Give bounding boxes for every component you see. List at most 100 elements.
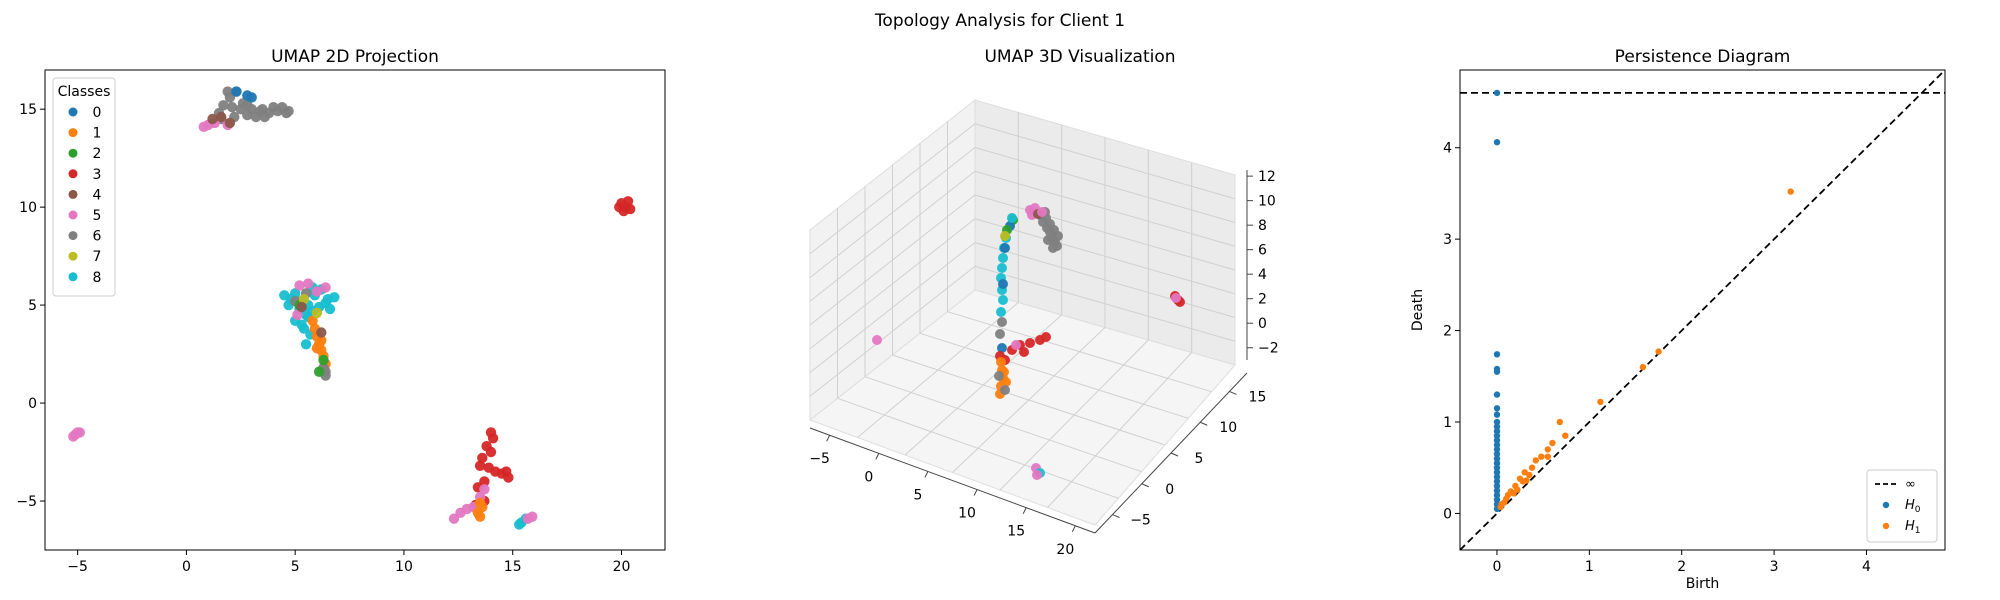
- data-point-H0: [1493, 427, 1501, 435]
- data-point-class-3: [622, 196, 634, 207]
- y-tick-label: 1: [1443, 415, 1452, 431]
- legend-frame: [52, 77, 116, 297]
- y-tick-mark: [1200, 421, 1208, 426]
- y-tick-label: 10: [1219, 420, 1237, 436]
- data-point-class-7: [311, 307, 323, 319]
- data-point-H1: [1549, 439, 1556, 447]
- data-point-class-3: [487, 433, 499, 444]
- x-tick-label: 4: [1862, 559, 1871, 575]
- x-tick-label: 0: [1492, 559, 1501, 575]
- data-point-class-1: [1001, 377, 1011, 387]
- legend-marker-4: [68, 189, 78, 199]
- data-point-class-8: [329, 292, 340, 303]
- legend-marker-H0: [1882, 501, 1890, 509]
- data-point-H0: [1493, 368, 1501, 375]
- y-tick-label: 3: [1443, 232, 1452, 248]
- data-point-H1: [1562, 432, 1569, 439]
- umap-2d-panel: UMAP 2D Projection−5 0 5 10 15 20−5051015Clas…: [16, 47, 666, 575]
- data-point-class-6: [1000, 385, 1010, 395]
- grid-lines: [809, 112, 1236, 508]
- data-point-class-3: [1019, 347, 1029, 357]
- y-tick-mark: [1229, 391, 1237, 395]
- data-point-class-5: [320, 282, 331, 293]
- x-tick-label: −5: [809, 451, 830, 467]
- y-tick-label: −5: [1130, 513, 1151, 529]
- data-point-H0: [1493, 351, 1501, 358]
- wall-grid-line: [974, 147, 1236, 223]
- umap-3d-panel: UMAP 3D Visualization−505101520−5051015−…: [808, 47, 1279, 558]
- data-point-H1: [1544, 453, 1552, 460]
- data-point-class-2: [313, 366, 325, 377]
- x-tick-label: 5: [913, 487, 922, 503]
- wall-grid-line: [974, 218, 1236, 295]
- data-point-H1: [1787, 188, 1794, 195]
- data-point-class-6: [259, 111, 270, 123]
- scatter-points: [68, 86, 636, 530]
- data-point-class-6: [218, 100, 229, 111]
- data-point-class-3: [479, 476, 490, 487]
- legend-label-6: 6: [93, 229, 102, 245]
- y-tick-mark: [1170, 452, 1179, 457]
- x-tick-label: 0: [182, 559, 191, 575]
- data-point-class-8: [998, 253, 1008, 263]
- data-point-H0: [1493, 437, 1501, 444]
- y-tick-label: 15: [1249, 389, 1267, 405]
- legend-label-infinity: ∞: [1905, 477, 1916, 492]
- data-point-class-5: [1171, 293, 1181, 303]
- z-tick-label: 4: [1258, 267, 1267, 283]
- legend-title: Classes: [58, 84, 111, 100]
- z-tick-label: 2: [1258, 292, 1267, 308]
- data-point-H0: [1493, 473, 1501, 481]
- x-axis-line: [809, 427, 1096, 534]
- data-point-H0: [1493, 496, 1501, 503]
- data-point-class-6: [1048, 243, 1058, 253]
- data-point-H0: [1493, 478, 1501, 485]
- data-point-class-8: [1007, 213, 1017, 223]
- data-point-H0: [1493, 418, 1501, 426]
- data-point-H1: [1597, 398, 1604, 406]
- axes-panes: [808, 98, 1236, 526]
- data-point-H1: [1639, 363, 1647, 371]
- data-point-H0: [1493, 391, 1501, 398]
- data-point-H0: [1493, 491, 1501, 499]
- wall-grid-line: [809, 265, 976, 397]
- data-point-class-5: [1037, 207, 1047, 217]
- y-tick-label: 5: [1195, 451, 1204, 467]
- data-point-H0: [1493, 446, 1501, 453]
- x-tick-mark: [1071, 525, 1076, 532]
- legend-label-4: 4: [93, 187, 102, 203]
- data-point-class-3: [1041, 332, 1051, 342]
- wall-grid-line: [809, 147, 976, 278]
- x-tick-mark: [875, 453, 880, 460]
- data-point-H1: [1538, 453, 1545, 460]
- y-tick-label: 15: [19, 102, 37, 118]
- legend-label-1: 1: [93, 126, 102, 142]
- data-point-H0: [1493, 411, 1501, 418]
- data-point-H0: [1493, 441, 1501, 449]
- data-point-H0: [1493, 423, 1501, 430]
- x-tick-label: 0: [864, 469, 873, 485]
- y-tick-label: 0: [1443, 506, 1452, 522]
- data-point-class-8: [996, 307, 1006, 317]
- wall-grid-line: [974, 242, 1236, 318]
- data-point-class-1: [311, 343, 323, 354]
- figure-title: Topology Analysis for Client 1: [874, 11, 1125, 31]
- data-point-class-6: [997, 317, 1007, 327]
- legend-marker-H1: [1882, 522, 1890, 530]
- data-point-class-6: [268, 102, 279, 113]
- data-point-class-1: [474, 511, 486, 522]
- z-tick-label: 10: [1258, 194, 1276, 210]
- legend-marker-0: [68, 107, 78, 117]
- legend-marker-6: [68, 231, 78, 241]
- legend: Classes 0 1 2 3 4 5 6 7 8: [52, 77, 116, 297]
- chart-title: UMAP 2D Projection: [271, 47, 439, 67]
- x-tick-label: 2: [1677, 559, 1686, 575]
- series-H1: [1497, 188, 1794, 511]
- data-point-class-3: [477, 452, 488, 464]
- data-point-H1: [1532, 457, 1540, 464]
- data-point-class-6: [283, 105, 294, 117]
- data-point-class-5: [1011, 340, 1021, 350]
- data-point-class-5: [303, 278, 314, 289]
- data-point-class-5: [479, 484, 490, 495]
- wall-grid-line: [809, 170, 976, 302]
